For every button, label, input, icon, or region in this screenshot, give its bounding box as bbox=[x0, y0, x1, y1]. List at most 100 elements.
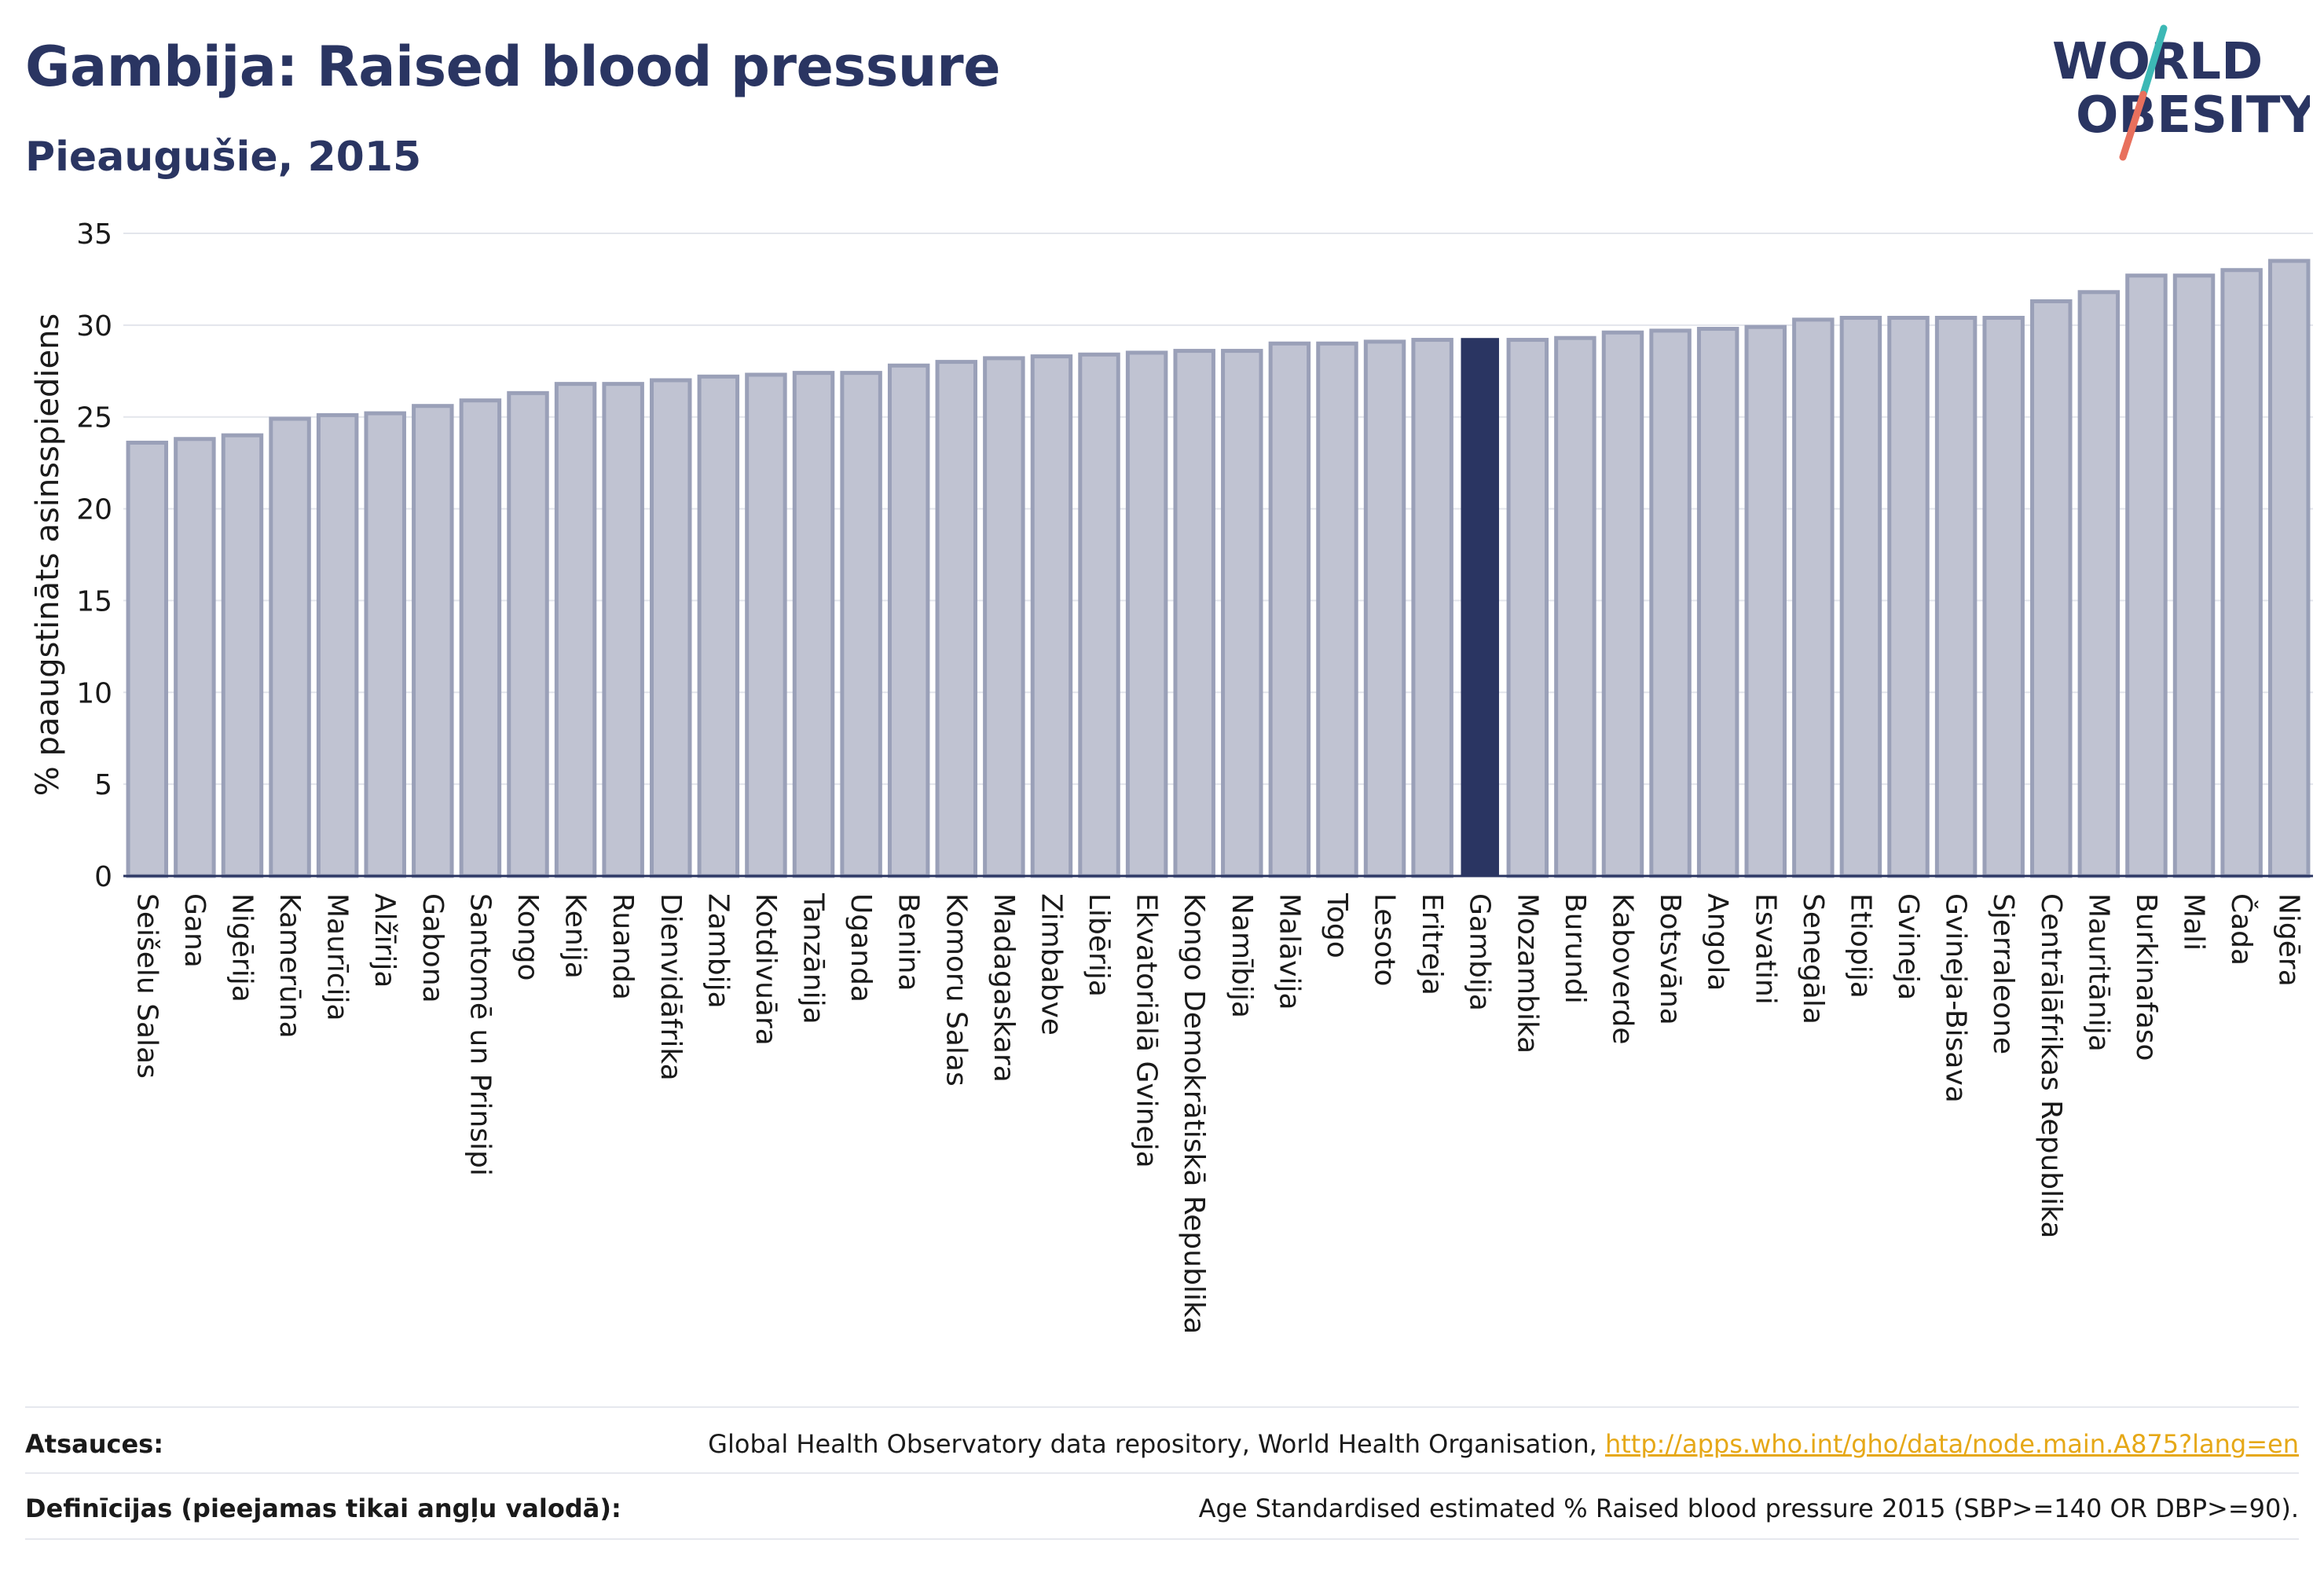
definitions-label: Definīcijas (pieejamas tikai angļu valod… bbox=[25, 1494, 621, 1523]
bar bbox=[792, 371, 835, 878]
x-tick-label: Namībija bbox=[1226, 893, 1258, 1018]
y-tick-label: 35 bbox=[76, 218, 112, 251]
bar bbox=[269, 416, 311, 878]
world-obesity-logo: WORLD OBESITY bbox=[2052, 24, 2310, 161]
x-tick-label: Gabona bbox=[416, 893, 449, 1003]
bar bbox=[1125, 350, 1168, 878]
x-tick-label: Kongo Demokrātiskā Republika bbox=[1178, 893, 1210, 1334]
sources-text: Global Health Observatory data repositor… bbox=[708, 1429, 1605, 1459]
bar bbox=[1268, 341, 1311, 878]
bar bbox=[554, 382, 597, 878]
x-tick-label: Kenija bbox=[559, 893, 592, 979]
footer-divider-top bbox=[25, 1406, 2299, 1408]
x-tick-label: Lesoto bbox=[1369, 893, 1401, 987]
footer-divider-middle bbox=[25, 1472, 2299, 1474]
bar bbox=[2172, 273, 2216, 878]
bar bbox=[2220, 268, 2263, 878]
x-tick-label: Angola bbox=[1702, 893, 1734, 991]
bar bbox=[507, 390, 549, 878]
bar bbox=[602, 382, 644, 878]
bar bbox=[1649, 328, 1692, 878]
bar-chart: 0 5 10 15 20 25 30 35 Seišelu Salas Gana Nigērija… bbox=[30, 218, 2313, 1334]
chart-title: Gambija: Raised blood pressure bbox=[25, 35, 1001, 99]
y-tick-label: 15 bbox=[76, 585, 112, 618]
x-tick-label: Ruanda bbox=[607, 893, 639, 1000]
bar bbox=[935, 360, 978, 878]
sources-value: Global Health Observatory data repositor… bbox=[708, 1429, 2299, 1459]
bar bbox=[126, 440, 169, 878]
x-tick-label: Gana bbox=[178, 893, 211, 968]
bar bbox=[2030, 299, 2073, 878]
x-tick-label: Kamerūna bbox=[273, 893, 306, 1039]
bar bbox=[1506, 338, 1549, 878]
logo-slash-teal bbox=[2139, 24, 2168, 98]
x-tick-label: Centrālāfrikas Republika bbox=[2035, 893, 2067, 1238]
x-tick-label: Santomē un Prinsipi bbox=[464, 893, 496, 1176]
footer-sources-row: Atsauces: Global Health Observatory data… bbox=[25, 1413, 2299, 1475]
x-tick-label: Komoru Salas bbox=[940, 893, 972, 1087]
x-tick-label: Tanzānija bbox=[797, 892, 830, 1024]
logo-slash-coral bbox=[2119, 90, 2147, 161]
x-tick-label: Benina bbox=[893, 893, 925, 991]
x-tick-label: Kongo bbox=[511, 893, 544, 981]
x-tick-label: Maurīcija bbox=[321, 893, 354, 1021]
bar bbox=[1601, 330, 1644, 878]
footer-definitions-row: Definīcijas (pieejamas tikai angļu valod… bbox=[25, 1477, 2299, 1540]
chart-subtitle: Pieaugušie, 2015 bbox=[25, 134, 422, 181]
bar bbox=[650, 378, 692, 878]
y-tick-label: 20 bbox=[76, 494, 112, 526]
x-tick-label: Gvineja bbox=[1892, 893, 1924, 1000]
x-tick-label: Mauritānija bbox=[2082, 893, 2114, 1052]
bar bbox=[840, 371, 882, 878]
bar bbox=[1696, 327, 1739, 878]
y-tick-label: 25 bbox=[76, 402, 112, 434]
bar bbox=[1982, 316, 2025, 878]
bar bbox=[1887, 316, 1930, 878]
y-tick-label: 10 bbox=[76, 677, 112, 709]
bar bbox=[364, 411, 406, 878]
bar bbox=[459, 398, 502, 878]
x-tick-label: Madagaskara bbox=[988, 893, 1020, 1083]
x-tick-label: Dienvidāfrika bbox=[654, 893, 687, 1081]
x-tick-label: Ekvatoriālā Gvineja bbox=[1131, 893, 1163, 1168]
bar bbox=[1221, 349, 1263, 878]
sources-link[interactable]: http://apps.who.int/gho/data/node.main.A… bbox=[1604, 1429, 2299, 1459]
bar bbox=[412, 404, 454, 878]
bar bbox=[1411, 338, 1453, 878]
x-tick-label: Malāvija bbox=[1273, 893, 1305, 1010]
y-axis-label: % paaugstināts asinsspiediens bbox=[30, 313, 66, 797]
footer-divider-bottom bbox=[25, 1538, 2299, 1540]
x-tick-label: Mali bbox=[2178, 893, 2210, 951]
x-tick-label: Burkinafaso bbox=[2130, 893, 2162, 1061]
x-tick-label: Esvatini bbox=[1749, 893, 1781, 1005]
x-tick-label: Nigērija bbox=[225, 893, 258, 1002]
bar bbox=[697, 374, 740, 878]
bar bbox=[221, 433, 264, 878]
x-tick-label: Kaboverde bbox=[1606, 893, 1638, 1045]
y-tick-label: 0 bbox=[94, 861, 112, 893]
x-tick-label: Zambija bbox=[702, 893, 734, 1009]
x-tick-label: Mozambika bbox=[1511, 893, 1543, 1054]
y-axis-ticks: 0 5 10 15 20 25 30 35 bbox=[76, 218, 112, 893]
bar bbox=[1792, 317, 1835, 878]
x-tick-label: Botsvāna bbox=[1654, 893, 1686, 1025]
bar bbox=[983, 356, 1025, 878]
x-tick-label: Alžīrija bbox=[368, 893, 401, 988]
bar bbox=[887, 363, 930, 878]
bar bbox=[1461, 338, 1499, 876]
x-axis-labels: Seišelu Salas Gana Nigērija Kamerūna Maurīci… bbox=[130, 892, 2304, 1334]
x-tick-label: Seišelu Salas bbox=[130, 893, 163, 1079]
x-tick-label: Nigēra bbox=[2273, 893, 2305, 987]
bar bbox=[1030, 354, 1073, 878]
bar bbox=[1363, 339, 1406, 878]
y-tick-label: 30 bbox=[76, 310, 112, 343]
bar bbox=[316, 412, 359, 878]
y-tick-label: 5 bbox=[94, 769, 112, 801]
x-tick-label: Sjerraleone bbox=[1987, 893, 2019, 1054]
bar bbox=[1316, 341, 1358, 878]
bar bbox=[1744, 324, 1787, 878]
x-tick-label: Gambija bbox=[1464, 893, 1496, 1011]
bar bbox=[1554, 335, 1596, 878]
bars bbox=[126, 258, 2311, 878]
bar bbox=[2267, 258, 2311, 878]
